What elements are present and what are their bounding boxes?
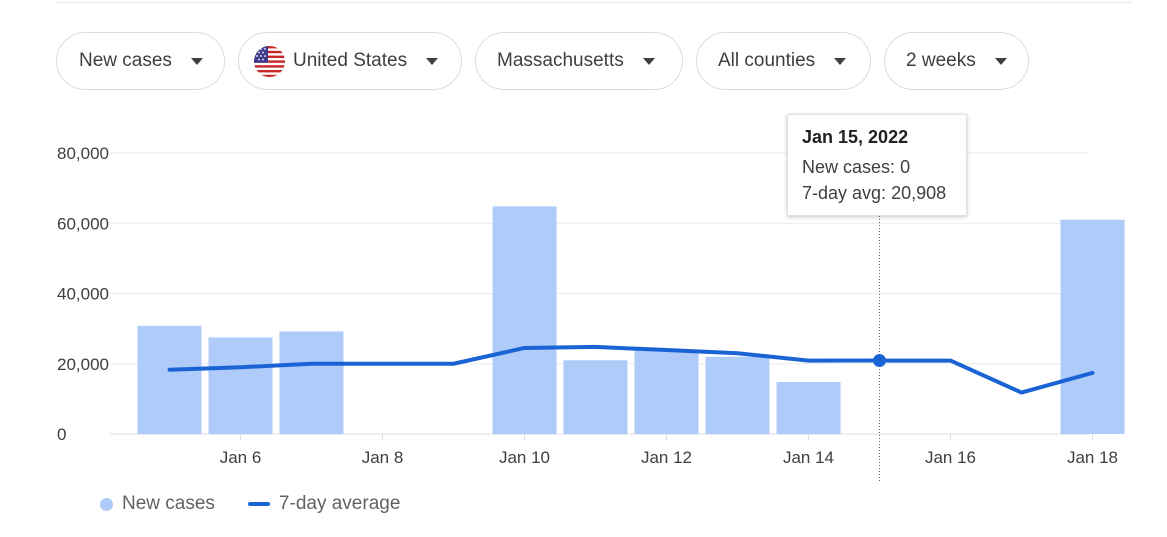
tooltip-cases-value: 0: [900, 157, 911, 177]
y-tick-label: 20,000: [57, 355, 109, 374]
chart-tooltip: Jan 15, 2022 New cases: 0 7-day avg: 20,…: [787, 114, 967, 216]
tooltip-cases-row: New cases: 0: [802, 157, 952, 178]
chevron-down-icon: [642, 57, 655, 65]
bar: [1060, 219, 1125, 434]
chevron-down-icon: [190, 57, 203, 65]
chevron-down-icon: [834, 57, 847, 65]
tooltip-avg-row: 7-day avg: 20,908: [802, 183, 952, 204]
x-tick-label: Jan 14: [783, 448, 834, 467]
legend-bar-swatch: [100, 497, 113, 511]
y-tick-label: 60,000: [57, 214, 109, 233]
time-range-dropdown-label: 2 weeks: [906, 50, 976, 71]
bar: [634, 349, 699, 434]
bar: [279, 331, 344, 434]
tooltip-cases-label: New cases:: [802, 157, 896, 177]
metric-dropdown-label: New cases: [79, 50, 172, 71]
chevron-down-icon: [994, 57, 1007, 65]
bar: [776, 382, 841, 434]
x-tick-label: Jan 8: [362, 448, 404, 467]
county-dropdown-label: All counties: [718, 50, 816, 71]
cases-chart[interactable]: 0 20,000 40,000 60,000 80,000 Jan 6 Jan 8 Jan 1…: [0, 110, 1167, 490]
legend-line-swatch: [247, 502, 270, 506]
y-tick-label: 40,000: [57, 285, 109, 304]
county-dropdown[interactable]: All counties: [696, 32, 871, 90]
x-tick-label: Jan 12: [641, 448, 692, 467]
bar: [208, 337, 273, 434]
chart-legend: New cases 7-day average: [100, 493, 400, 515]
time-range-dropdown[interactable]: 2 weeks: [884, 32, 1029, 90]
bar: [563, 360, 628, 434]
x-tick-label: Jan 16: [925, 448, 976, 467]
x-tick-label: Jan 18: [1067, 448, 1118, 467]
legend-line-label: 7-day average: [278, 493, 401, 514]
legend-bar-label: New cases: [122, 493, 215, 514]
bar: [137, 325, 202, 434]
bar: [492, 206, 557, 434]
highlight-point: [873, 354, 886, 368]
country-dropdown-label: United States: [293, 50, 408, 71]
state-dropdown[interactable]: Massachusetts: [475, 32, 683, 90]
chevron-down-icon: [426, 57, 439, 65]
us-flag-icon: [254, 45, 285, 77]
top-divider: [56, 2, 1132, 3]
y-tick-label: 80,000: [57, 144, 109, 163]
average-line: [167, 344, 1095, 395]
y-tick-label: 0: [57, 425, 66, 444]
x-tick-label: Jan 6: [220, 448, 262, 467]
metric-dropdown[interactable]: New cases: [56, 32, 225, 90]
bar: [705, 356, 770, 434]
tooltip-avg-label: 7-day avg:: [802, 183, 887, 203]
country-dropdown[interactable]: United States: [238, 32, 462, 90]
tooltip-avg-value: 20,908: [891, 183, 947, 203]
state-dropdown-label: Massachusetts: [497, 50, 624, 71]
x-tick-label: Jan 10: [499, 448, 550, 467]
tooltip-date: Jan 15, 2022: [802, 127, 909, 147]
